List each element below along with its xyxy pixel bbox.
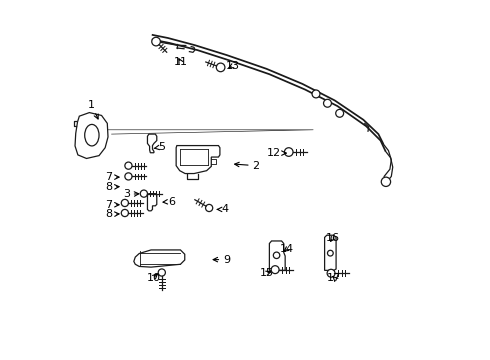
Text: 10: 10 — [147, 273, 161, 283]
Text: 6: 6 — [163, 197, 175, 207]
Circle shape — [271, 266, 279, 274]
Text: 17: 17 — [327, 273, 341, 283]
Circle shape — [216, 63, 225, 72]
Text: 1: 1 — [88, 100, 98, 119]
Circle shape — [158, 269, 166, 276]
Text: 11: 11 — [173, 57, 188, 67]
Circle shape — [122, 210, 128, 217]
Text: 8: 8 — [105, 182, 119, 192]
Text: 3: 3 — [123, 189, 139, 199]
Text: 16: 16 — [326, 233, 340, 243]
Circle shape — [140, 190, 147, 197]
Circle shape — [381, 177, 391, 186]
Circle shape — [125, 173, 132, 180]
Text: 15: 15 — [260, 268, 273, 278]
Circle shape — [285, 148, 293, 156]
Text: 5: 5 — [154, 142, 165, 152]
Text: 2: 2 — [235, 161, 259, 171]
Text: 7: 7 — [105, 200, 119, 210]
Text: 14: 14 — [280, 244, 294, 254]
Circle shape — [323, 99, 331, 107]
Circle shape — [312, 90, 320, 98]
Text: 4: 4 — [217, 204, 229, 215]
Text: 13: 13 — [225, 61, 240, 71]
Text: 8: 8 — [105, 210, 119, 220]
Circle shape — [327, 269, 335, 277]
Circle shape — [327, 250, 333, 256]
Circle shape — [152, 37, 160, 46]
Circle shape — [125, 162, 132, 169]
Circle shape — [122, 199, 128, 207]
Text: 9: 9 — [213, 255, 230, 265]
Circle shape — [336, 109, 343, 117]
Circle shape — [205, 204, 213, 212]
Text: 7: 7 — [105, 172, 119, 182]
Text: 12: 12 — [267, 148, 286, 158]
Circle shape — [273, 252, 280, 258]
